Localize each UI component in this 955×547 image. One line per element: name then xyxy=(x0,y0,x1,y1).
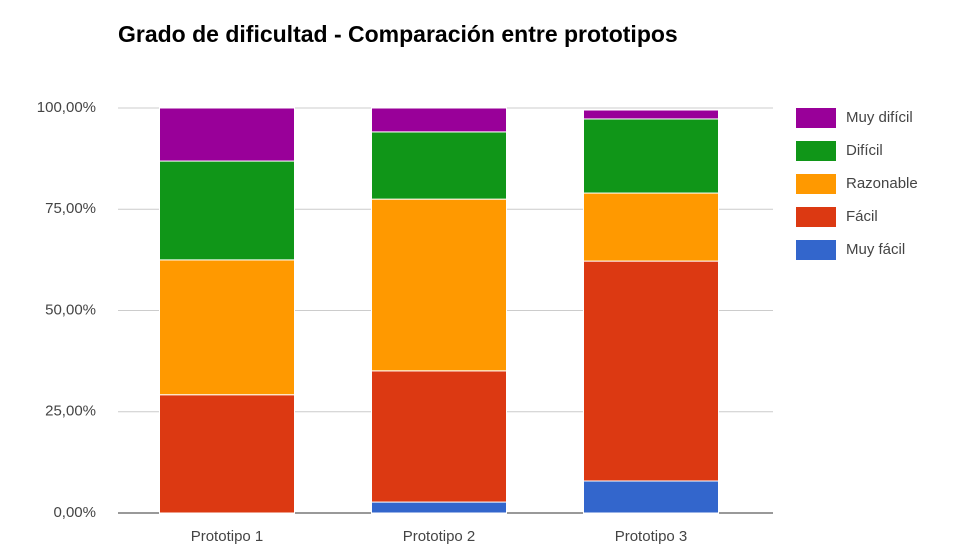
legend-swatch xyxy=(796,207,836,227)
x-tick-label: Prototipo 3 xyxy=(615,528,688,545)
legend-swatch xyxy=(796,141,836,161)
bar-segment xyxy=(583,192,719,262)
bar-segment xyxy=(583,118,719,194)
bar-segment xyxy=(371,198,507,372)
y-tick-label: 75,00% xyxy=(45,200,96,217)
legend-swatch xyxy=(796,108,836,128)
y-tick-label: 50,00% xyxy=(45,301,96,318)
y-tick-label: 0,00% xyxy=(53,504,96,521)
bar-segment xyxy=(583,109,719,120)
x-tick-label: Prototipo 2 xyxy=(403,528,476,545)
bar-segment xyxy=(371,370,507,503)
bar-segment xyxy=(583,260,719,482)
bar-segment xyxy=(371,501,507,514)
legend-label: Fácil xyxy=(846,208,878,225)
legend-label: Muy fácil xyxy=(846,241,905,258)
chart-title: Grado de dificultad - Comparación entre … xyxy=(118,21,678,47)
bar-segment xyxy=(583,480,719,514)
y-tick-label: 25,00% xyxy=(45,403,96,420)
legend-swatch xyxy=(796,240,836,260)
legend-label: Muy difícil xyxy=(846,109,913,126)
bar-segment xyxy=(159,160,295,261)
bar-segment xyxy=(159,259,295,396)
x-tick-label: Prototipo 1 xyxy=(191,528,264,545)
bar-segment xyxy=(371,107,507,133)
legend-label: Razonable xyxy=(846,175,918,192)
y-tick-label: 100,00% xyxy=(37,99,96,116)
bar-segment xyxy=(159,394,295,514)
legend-label: Difícil xyxy=(846,142,883,159)
bar-segment xyxy=(371,131,507,200)
bar-segment xyxy=(159,107,295,162)
legend-swatch xyxy=(796,174,836,194)
